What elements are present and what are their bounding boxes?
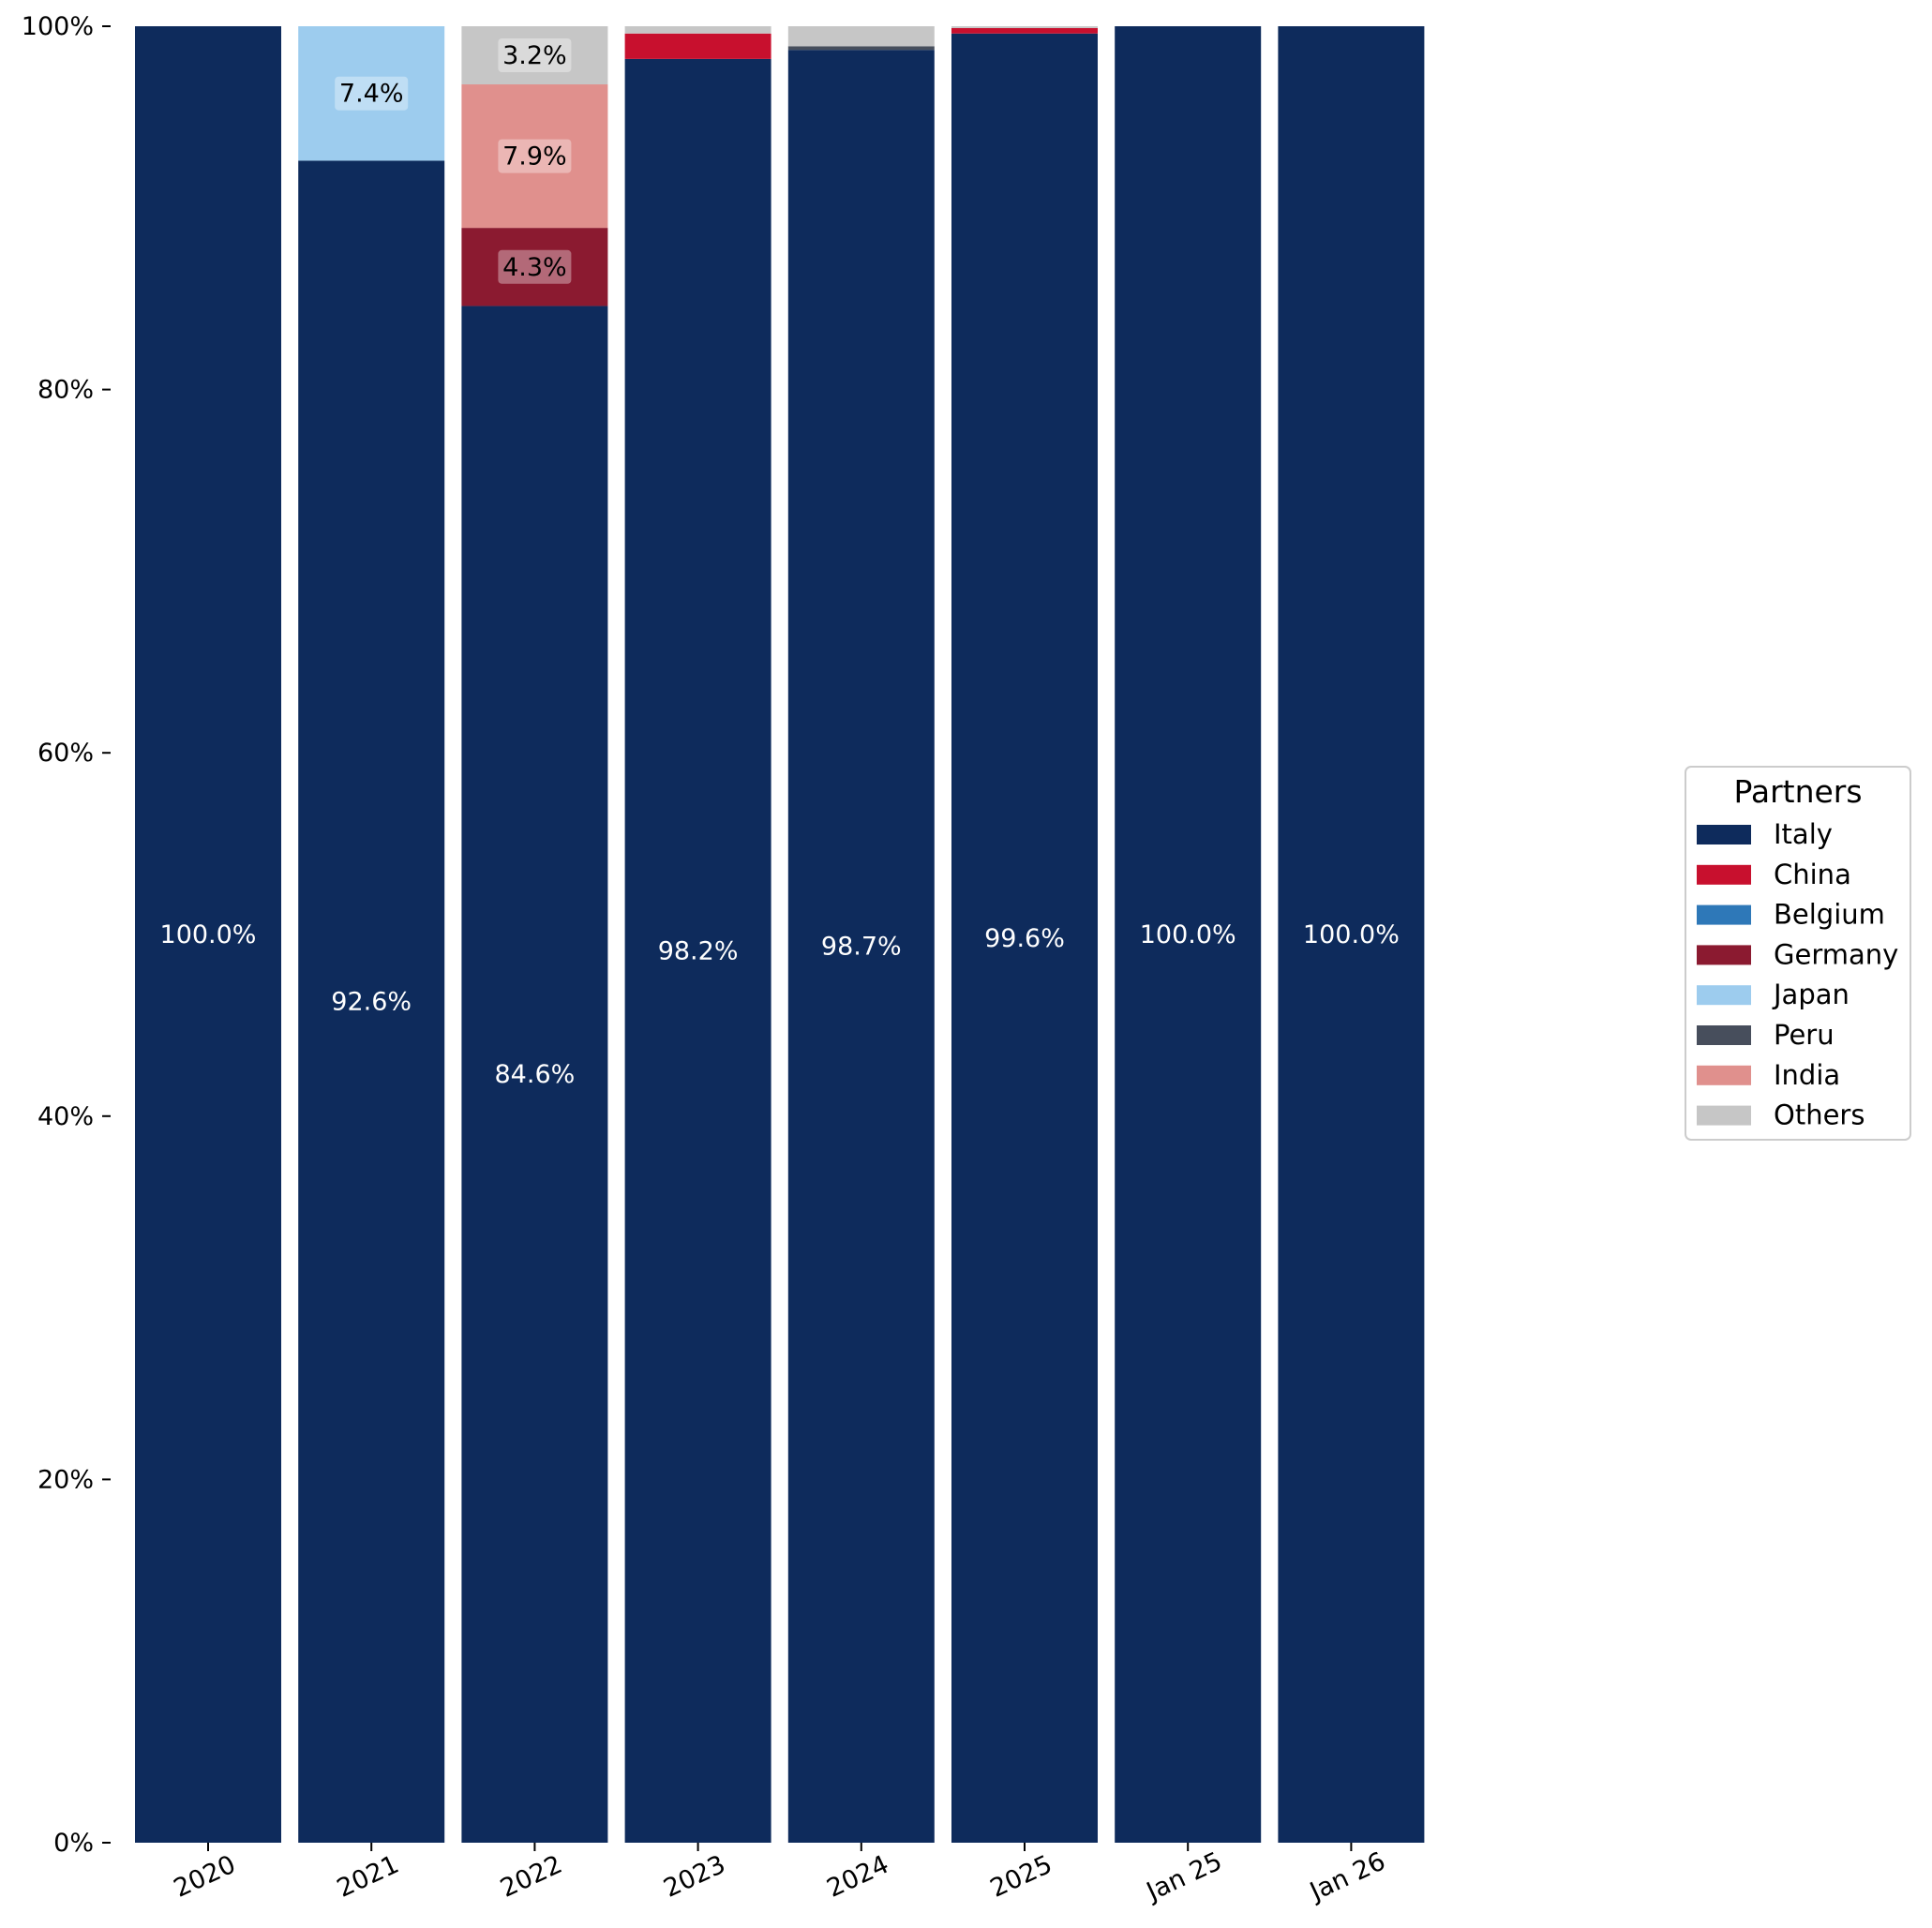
bar-segment <box>135 26 281 1843</box>
legend-label: Japan <box>1772 979 1850 1010</box>
data-label: 100.0% <box>1303 920 1400 949</box>
data-label-background <box>498 38 572 73</box>
legend-label: Belgium <box>1774 899 1885 931</box>
data-label-background <box>498 139 572 173</box>
bar-segment <box>951 27 1098 34</box>
x-tick-label: 2024 <box>823 1850 893 1904</box>
y-tick-label: 80% <box>37 376 94 405</box>
data-label-background <box>335 76 409 111</box>
legend-label: Germany <box>1774 938 1898 970</box>
legend-swatch <box>1697 1105 1751 1126</box>
bar-segment <box>461 228 608 306</box>
x-tick-label: Jan 26 <box>1304 1846 1390 1907</box>
y-tick-label: 0% <box>53 1829 94 1858</box>
legend-swatch <box>1697 904 1751 925</box>
x-tick-label: 2021 <box>333 1850 403 1904</box>
x-tick-label: 2022 <box>496 1850 566 1904</box>
data-label: 4.3% <box>502 253 567 282</box>
y-tick-label: 60% <box>37 739 94 768</box>
x-tick-label: Jan 25 <box>1141 1846 1227 1907</box>
x-tick-label: 2020 <box>170 1850 240 1904</box>
data-label: 7.9% <box>502 142 567 172</box>
bar-segment <box>624 33 771 59</box>
legend-swatch <box>1697 1065 1751 1085</box>
bar-segment <box>787 46 935 51</box>
legend-swatch <box>1697 985 1751 1006</box>
bars <box>135 26 1425 1844</box>
legend-label: Others <box>1774 1099 1865 1131</box>
data-label: 99.6% <box>984 924 1065 953</box>
bar-segment <box>461 306 608 1843</box>
legend-swatch <box>1697 1025 1751 1045</box>
legend: Partners Italy China Belgium Germany Japan Pe… <box>1685 766 1911 1141</box>
data-label: 98.2% <box>658 936 739 965</box>
data-label-background <box>498 249 572 284</box>
x-axis: 2020 2021 2022 2023 2024 2025 Jan 25 Jan 26 <box>170 1843 1390 1907</box>
y-tick-label: 20% <box>37 1465 94 1494</box>
bar-segment <box>624 58 771 1843</box>
data-label: 84.6% <box>495 1060 576 1089</box>
bar-segment <box>624 26 771 34</box>
legend-items: Italy China Belgium Germany Japan Peru India Ot… <box>1697 818 1898 1131</box>
y-axis: 0% 20% 40% 60% 80% 100% <box>22 12 111 1858</box>
bar-segment <box>787 50 935 1844</box>
legend-frame <box>1685 766 1911 1141</box>
x-tick-label: 2023 <box>659 1850 729 1904</box>
data-label: 100.0% <box>1140 920 1236 949</box>
legend-label: China <box>1774 859 1851 890</box>
bar-segment <box>787 26 935 47</box>
data-label: 7.4% <box>339 80 404 109</box>
bar-segment <box>951 33 1098 1844</box>
legend-swatch <box>1697 825 1751 844</box>
legend-swatch <box>1697 864 1751 885</box>
legend-label: India <box>1774 1059 1840 1091</box>
data-label: 3.2% <box>502 41 567 70</box>
legend-title: Partners <box>1733 773 1862 810</box>
data-label: 100.0% <box>160 920 257 949</box>
legend-label: Peru <box>1774 1019 1835 1051</box>
bar-segment <box>298 160 445 1844</box>
bar-segment <box>1115 26 1262 1843</box>
legend-swatch <box>1697 945 1751 965</box>
y-tick-label: 100% <box>22 12 94 41</box>
bar-segment <box>461 84 608 229</box>
bar-segment <box>298 26 445 161</box>
y-tick-label: 40% <box>37 1102 94 1131</box>
data-label: 92.6% <box>331 988 412 1017</box>
data-label: 98.7% <box>821 933 902 962</box>
x-tick-label: 2025 <box>986 1850 1056 1904</box>
bar-segment <box>1278 26 1425 1843</box>
bar-labels: 100.0% 92.6% 7.4% 84.6% 4.3% 7.9% 3.2% 98.2% 98.… <box>160 38 1400 1089</box>
bar-segment <box>461 26 608 85</box>
bar-segment <box>951 26 1098 28</box>
legend-label: Italy <box>1774 818 1833 850</box>
